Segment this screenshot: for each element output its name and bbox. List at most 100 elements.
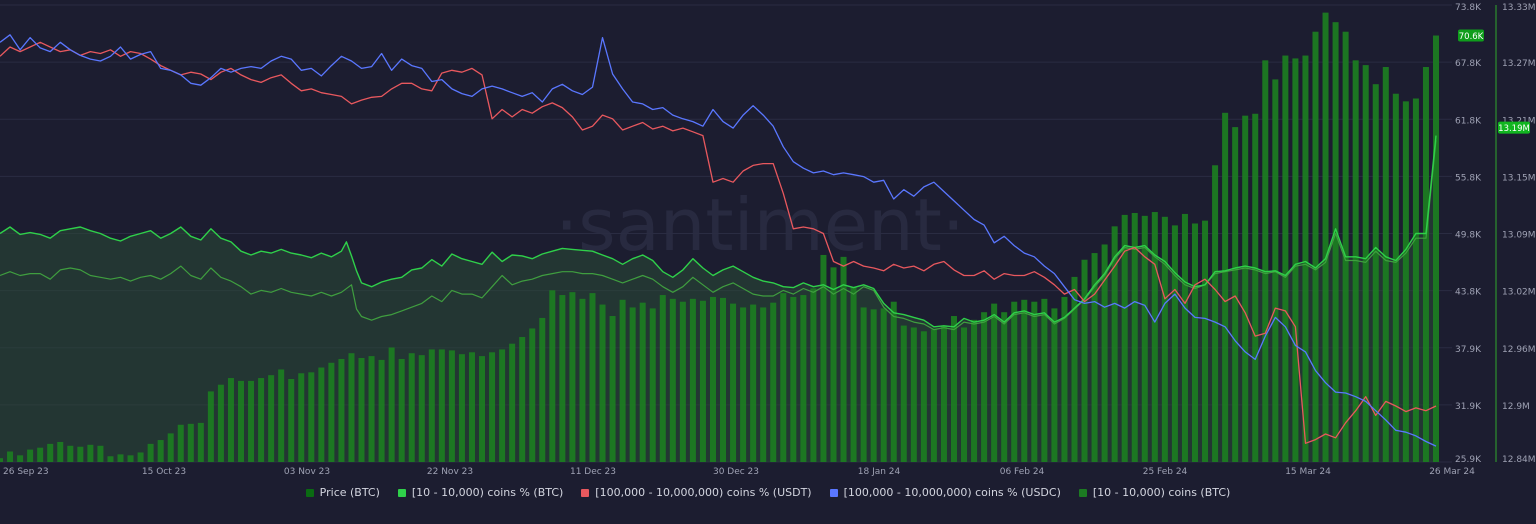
price-bar (750, 304, 757, 462)
legend-item[interactable]: [100,000 - 10,000,000) coins % (USDT) (581, 486, 812, 499)
price-bar (589, 293, 596, 462)
price-bar (227, 378, 234, 462)
price-bar (890, 301, 897, 462)
legend-swatch (1078, 488, 1087, 497)
price-bar (961, 327, 968, 462)
price-bar (1041, 298, 1048, 462)
price-bar (398, 358, 405, 462)
usdt-line (0, 41, 1437, 444)
price-bar (820, 254, 827, 462)
legend: Price (BTC) [10 - 10,000) coins % (BTC) [1… (0, 486, 1536, 499)
price-bar (599, 304, 606, 462)
price-bar (559, 295, 566, 462)
price-bar (238, 380, 245, 462)
price-bar (197, 422, 204, 462)
price-bar (981, 312, 988, 462)
legend-item[interactable]: Price (BTC) (305, 486, 380, 499)
coins-badge-label: 13.19M (1498, 124, 1530, 134)
price-bar (1312, 31, 1319, 462)
price-bar (1001, 312, 1008, 462)
price-bar (950, 316, 957, 462)
price-bar (298, 373, 305, 462)
price-bar (358, 358, 365, 462)
price-bar (1302, 55, 1309, 462)
price-bar (0, 458, 3, 462)
price-bar (720, 297, 727, 462)
price-bar (1392, 93, 1399, 462)
price-bar (1151, 212, 1158, 462)
price-bar (840, 256, 847, 462)
price-bar (47, 443, 54, 462)
price-bar (268, 375, 275, 462)
price-bar (940, 325, 947, 462)
price-bar (780, 293, 787, 462)
price-bar (609, 316, 616, 462)
price-bar (730, 303, 737, 462)
price-bar (37, 447, 44, 462)
price-bar (1232, 127, 1239, 462)
price-badge-label: 70.6K (1459, 32, 1484, 42)
price-bar (519, 337, 526, 462)
price-bars (0, 12, 1439, 462)
price-bar (1171, 225, 1178, 462)
price-bar (278, 369, 285, 462)
price-bar (318, 367, 325, 462)
price-bar (579, 298, 586, 462)
price-bar (217, 384, 224, 462)
y-left-tick-label: 37.9K (1455, 345, 1482, 355)
price-bar (1362, 65, 1369, 462)
price-bar (569, 292, 576, 462)
y-left-tick-label: 67.8K (1455, 59, 1482, 69)
price-bar (107, 456, 114, 462)
price-bar (1121, 214, 1128, 462)
price-bar (67, 445, 74, 462)
legend-swatch (397, 488, 406, 497)
legend-label: [100,000 - 10,000,000) coins % (USDC) (843, 486, 1061, 499)
price-bar (1222, 112, 1229, 462)
legend-label: [100,000 - 10,000,000) coins % (USDT) (595, 486, 812, 499)
y-left-tick-label: 31.9K (1455, 402, 1482, 412)
price-bar (991, 303, 998, 462)
x-tick-label: 22 Nov 23 (427, 467, 473, 477)
price-bar (760, 307, 767, 462)
price-bar (1412, 98, 1419, 462)
axes: 73.8K 67.8K 61.8K 55.8K 49.8K 43.8K 37.9K 31.9K… (3, 3, 1536, 477)
x-tick-label: 15 Mar 24 (1285, 467, 1331, 477)
y-right-tick-label: 13.27M (1502, 59, 1536, 69)
price-bar (1101, 244, 1108, 462)
y-right-tick-label: 12.9M (1502, 402, 1530, 412)
price-bar (338, 358, 345, 462)
legend-item[interactable]: [10 - 10,000) coins (BTC) (1078, 486, 1230, 499)
price-bar (1292, 58, 1299, 462)
price-bar (408, 353, 415, 462)
x-tick-label: 06 Feb 24 (1000, 467, 1045, 477)
price-bar (930, 329, 937, 462)
price-bar (699, 300, 706, 462)
price-bar (971, 319, 978, 462)
price-bar (288, 378, 295, 462)
price-bar (1402, 101, 1409, 462)
price-bar (679, 301, 686, 462)
legend-item[interactable]: [10 - 10,000) coins % (BTC) (397, 486, 563, 499)
y-right-tick-label: 13.15M (1502, 173, 1536, 183)
y-left-tick-label: 49.8K (1455, 231, 1482, 241)
price-bar (428, 349, 435, 462)
y-right-tick-label: 13.02M (1502, 288, 1536, 298)
price-bar (87, 444, 94, 462)
price-bar (1202, 220, 1209, 462)
price-bar (1352, 60, 1359, 462)
price-bar (378, 359, 385, 462)
price-bar (1433, 35, 1439, 462)
y-right-tick-label: 13.21M (1502, 116, 1536, 126)
price-bar (1091, 253, 1098, 462)
legend-item[interactable]: [100,000 - 10,000,000) coins % (USDC) (829, 486, 1061, 499)
y-right-tick-label: 12.96M (1502, 345, 1536, 355)
y-right-tick-label: 13.09M (1502, 231, 1536, 241)
price-bar (790, 296, 797, 462)
price-bar (850, 287, 857, 462)
x-tick-label: 25 Feb 24 (1143, 467, 1188, 477)
santiment-watermark: ·santiment· (555, 183, 965, 267)
y-left-tick-label: 55.8K (1455, 173, 1482, 183)
price-bar (669, 298, 676, 462)
price-bar (1051, 308, 1058, 462)
